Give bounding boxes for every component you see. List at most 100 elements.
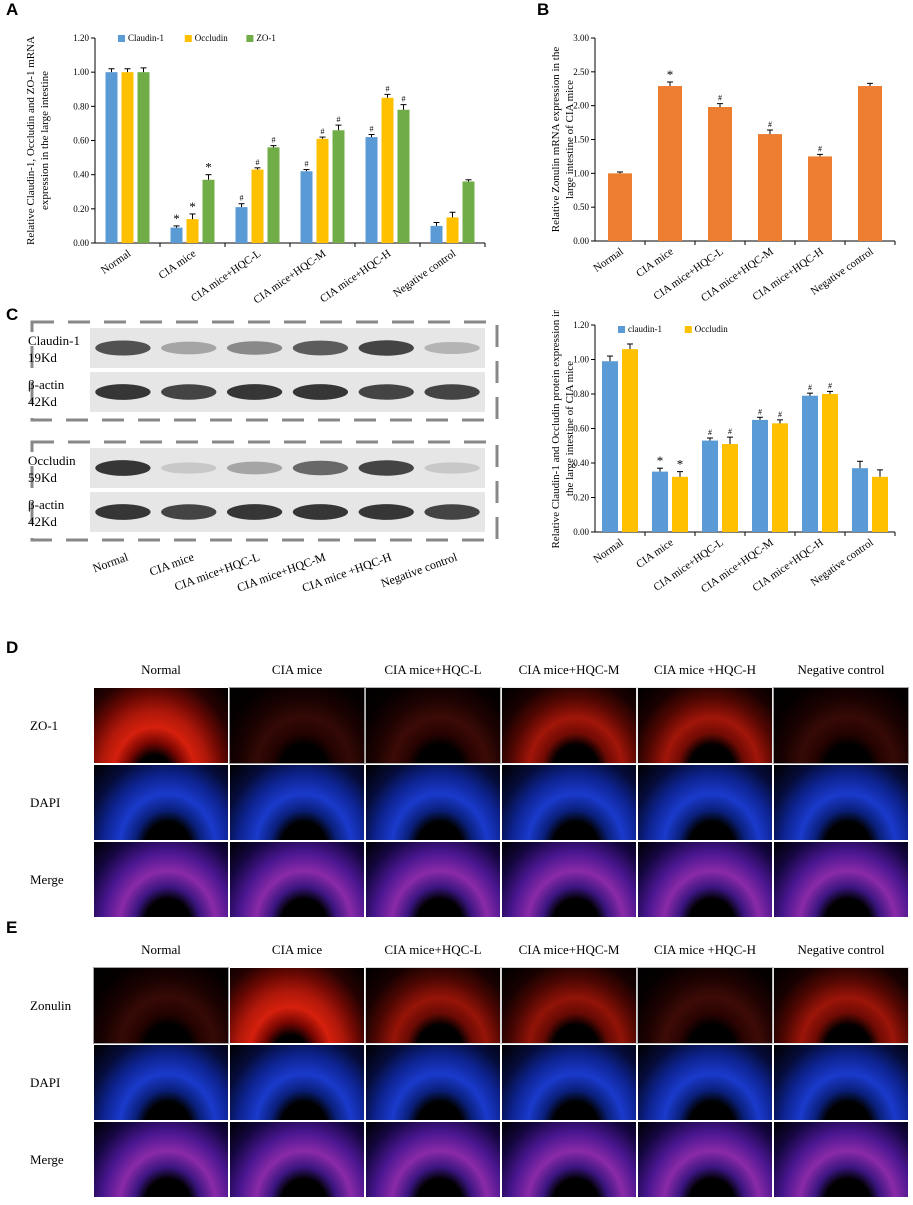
blot-band <box>226 384 283 400</box>
column-label: Negative control <box>797 942 885 957</box>
y-tick-label: 3.00 <box>573 33 589 43</box>
significance-mark: # <box>818 144 822 153</box>
significance-mark: * <box>677 457 684 472</box>
legend-label: claudin-1 <box>628 324 662 334</box>
significance-mark: # <box>386 84 390 93</box>
blot-band <box>161 462 217 474</box>
y-tick-label: 0.00 <box>73 238 89 248</box>
significance-mark: # <box>728 427 732 436</box>
column-label: Normal <box>141 942 181 957</box>
y-tick-label: 0.40 <box>73 170 89 180</box>
y-tick-label: 2.50 <box>573 67 589 77</box>
bar <box>446 217 459 243</box>
y-tick-label: 0.20 <box>573 493 589 503</box>
y-tick-label: 0.00 <box>573 527 589 537</box>
row-label: DAPI <box>30 1074 61 1090</box>
row-label: Merge <box>30 1151 64 1167</box>
bar <box>137 72 150 243</box>
significance-mark: * <box>657 453 664 468</box>
row-label: ZO-1 <box>30 717 59 733</box>
blot-size-label: 19Kd <box>28 350 57 365</box>
blot-band <box>95 460 151 476</box>
column-label: CIA mice +HQC-H <box>654 942 756 957</box>
bar <box>316 138 329 243</box>
y-tick-label: 1.00 <box>573 168 589 178</box>
micrograph-cell <box>93 1121 229 1198</box>
bar <box>852 468 868 532</box>
legend-label: ZO-1 <box>256 33 276 43</box>
column-label: CIA mice <box>271 942 323 957</box>
micrograph-cell <box>773 967 909 1044</box>
micrograph-cell <box>637 967 773 1044</box>
y-tick-label: 0.00 <box>573 236 589 246</box>
micrograph-cell <box>229 841 365 918</box>
bar <box>772 423 788 532</box>
dashed-frame <box>30 440 499 542</box>
micrograph-cell <box>773 1044 909 1121</box>
micrograph-cell <box>501 687 637 764</box>
blot-strip <box>90 328 485 368</box>
bar <box>365 137 378 243</box>
blot-strip <box>90 492 485 532</box>
y-tick-label: 1.00 <box>573 355 589 365</box>
column-label: Normal <box>141 662 181 677</box>
micrograph-cell <box>229 1121 365 1198</box>
y-tick-label: 1.50 <box>573 135 589 145</box>
y-tick-label: 0.60 <box>573 424 589 434</box>
bar <box>872 476 888 532</box>
bar <box>658 86 682 241</box>
legend-swatch <box>684 326 692 333</box>
micrograph-cell <box>773 841 909 918</box>
panel-label-b: B <box>537 0 550 19</box>
micrograph-cell <box>501 841 637 918</box>
bar <box>202 179 215 243</box>
blot-band <box>358 384 414 400</box>
legend-label: Occludin <box>195 33 228 43</box>
micrograph-cell <box>93 687 229 764</box>
blot-size-label: 42Kd <box>28 514 57 529</box>
y-axis-label: large intestine of CIA mice <box>564 80 576 199</box>
micrograph-cell <box>773 687 909 764</box>
significance-mark: # <box>240 194 244 203</box>
bar <box>397 109 410 243</box>
blot-band <box>424 504 480 520</box>
y-tick-label: 1.00 <box>73 67 89 77</box>
bar <box>608 173 632 241</box>
bar <box>858 86 882 241</box>
x-tick-label: CIA mice <box>157 248 199 282</box>
legend-label: Claudin-1 <box>128 33 164 43</box>
bar <box>381 97 394 244</box>
bar <box>602 361 618 532</box>
bar <box>808 156 832 241</box>
micrograph-cell <box>501 1121 637 1198</box>
micrograph-cell <box>773 764 909 841</box>
significance-mark: # <box>305 160 309 169</box>
legend-swatch <box>246 35 254 42</box>
blot-band <box>424 341 480 355</box>
y-tick-label: 1.20 <box>573 320 589 330</box>
bar <box>462 181 475 243</box>
y-tick-label: 0.60 <box>73 136 89 146</box>
micrograph-cell <box>365 967 501 1044</box>
blot-band <box>226 504 283 520</box>
bar <box>300 171 313 243</box>
column-label: CIA mice+HQC-L <box>384 942 482 957</box>
y-tick-label: 0.20 <box>73 204 89 214</box>
significance-mark: # <box>337 115 341 124</box>
blot-protein-label: Claudin-1 <box>28 333 80 348</box>
column-label: CIA mice <box>271 662 323 677</box>
significance-mark: # <box>272 136 276 145</box>
blot-band <box>95 340 151 356</box>
significance-mark: # <box>778 410 782 419</box>
significance-mark: # <box>828 381 832 390</box>
bar <box>251 169 264 243</box>
significance-mark: # <box>256 158 260 167</box>
x-tick-label: Normal <box>99 248 133 277</box>
significance-mark: # <box>708 428 712 437</box>
micrograph-cell <box>365 1121 501 1198</box>
bar <box>186 219 199 243</box>
blot-band <box>161 384 217 400</box>
chart-c-protein-expression: 0.00 0.20 0.40 0.60 0.80 1.00 1.20 Relative Cla… <box>550 310 896 595</box>
micrograph-cell <box>637 1044 773 1121</box>
micrograph-cell <box>93 967 229 1044</box>
